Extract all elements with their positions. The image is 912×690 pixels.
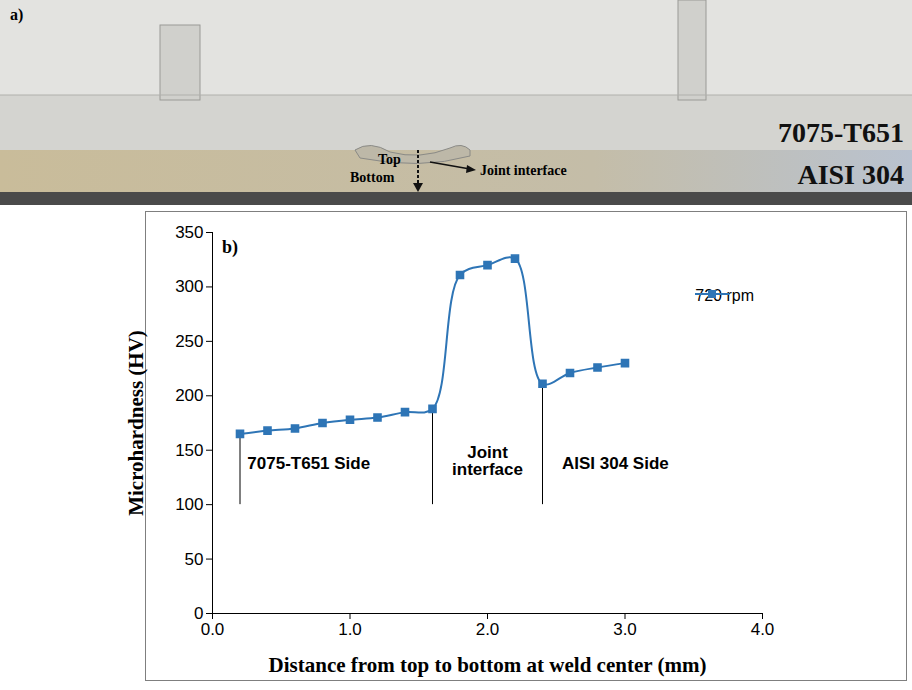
svg-text:250: 250 bbox=[175, 332, 203, 351]
svg-text:AISI 304: AISI 304 bbox=[797, 159, 904, 190]
html-text:720 rpm: 720 rpm bbox=[695, 287, 754, 304]
svg-text:1.0: 1.0 bbox=[338, 620, 362, 639]
svg-text:AISI 304 Side: AISI 304 Side bbox=[562, 454, 669, 473]
svg-text:Microhardness (HV): Microhardness (HV) bbox=[124, 330, 148, 516]
svg-text:150: 150 bbox=[175, 441, 203, 460]
svg-text:Distance from top to bottom at: Distance from top to bottom at weld cent… bbox=[269, 653, 707, 677]
svg-text:Jointinterface: Jointinterface bbox=[452, 443, 523, 479]
svg-text:7075-T651: 7075-T651 bbox=[778, 117, 904, 148]
svg-text:4.0: 4.0 bbox=[751, 620, 775, 639]
svg-text:350: 350 bbox=[175, 223, 203, 242]
svg-text:50: 50 bbox=[185, 550, 204, 569]
svg-text:0.0: 0.0 bbox=[201, 620, 225, 639]
html-text:b): b) bbox=[222, 237, 238, 257]
svg-text:200: 200 bbox=[175, 386, 203, 405]
svg-text:0: 0 bbox=[194, 603, 204, 623]
svg-text:300: 300 bbox=[175, 277, 203, 296]
svg-text:Joint interface: Joint interface bbox=[480, 163, 567, 178]
svg-text:Bottom: Bottom bbox=[350, 170, 395, 185]
svg-text:100: 100 bbox=[175, 495, 203, 514]
svg-text:3.0: 3.0 bbox=[613, 620, 637, 639]
svg-text:2.0: 2.0 bbox=[476, 620, 500, 639]
svg-text:a): a) bbox=[10, 6, 23, 24]
svg-text:Top: Top bbox=[378, 152, 401, 167]
svg-text:7075-T651 Side: 7075-T651 Side bbox=[247, 454, 370, 473]
